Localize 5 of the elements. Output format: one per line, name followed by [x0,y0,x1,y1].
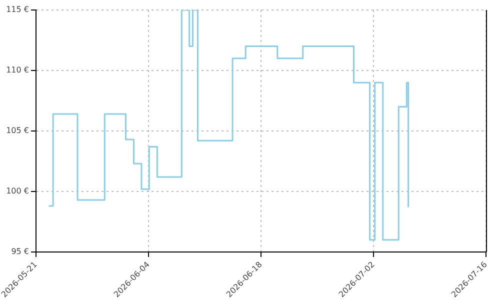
y-tick-label: 115 € [6,5,29,14]
y-tick-label: 110 € [6,66,29,75]
y-tick-label: 105 € [6,126,29,136]
y-tick-label: 100 € [6,186,29,196]
y-tick-label: 95 € [11,247,29,256]
